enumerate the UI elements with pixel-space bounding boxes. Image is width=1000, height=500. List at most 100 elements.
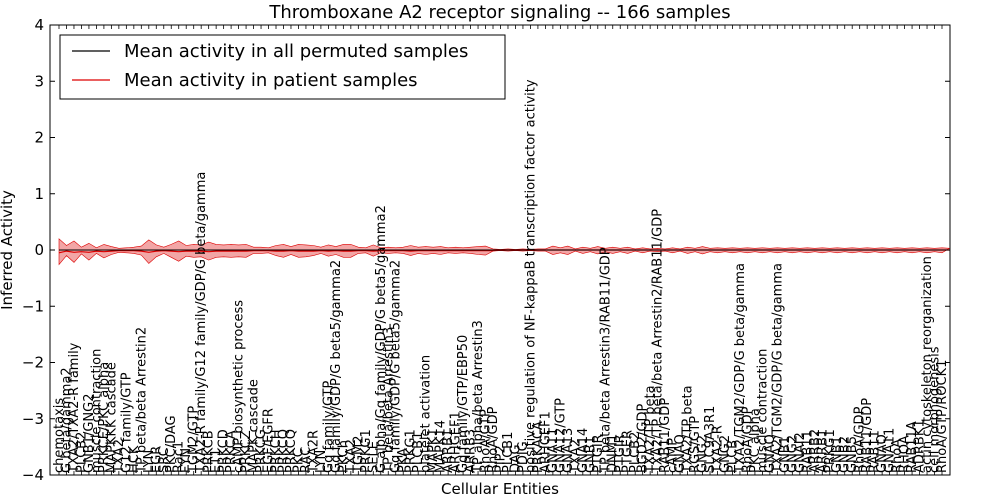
category-label: RhoA/GDP: [486, 406, 501, 473]
category-label: muscle contraction: [755, 349, 770, 473]
category-label: PTGIR: [591, 434, 606, 473]
y-tick-label: −2: [22, 354, 44, 372]
category-label: ARHGEF1: [449, 411, 464, 473]
category-label: GNAQ: [875, 434, 890, 473]
category-label: RhoA/GTP/ROCK1: [935, 360, 950, 473]
category-label: PRKG1: [823, 429, 838, 473]
category-label: DNM1: [606, 434, 621, 473]
category-label: GNA12/GTP: [553, 398, 568, 473]
category-label: PRKACA: [531, 421, 546, 473]
category-label: PLCB2: [628, 432, 643, 473]
category-label: G beta/gamma2: [60, 367, 75, 473]
y-tick-label: 2: [34, 129, 44, 147]
category-label: RhoA/GDP: [740, 406, 755, 473]
category-label: PKC: [292, 448, 307, 473]
category-label: ARRB2: [808, 429, 823, 473]
category-label: PKCh: [336, 440, 351, 473]
legend-box: [59, 34, 506, 100]
category-label: G12 family/GTP: [119, 372, 134, 473]
legend-label-patient: Mean activity in patient samples: [124, 70, 418, 91]
category-label: GNB1: [583, 436, 598, 473]
category-label: RhoA: [890, 439, 905, 473]
category-label: PRKCZ: [239, 430, 254, 473]
category-label: Gq family/GDP/G beta5/gamma2: [329, 260, 344, 473]
y-axis-ticks: 4 3 2 1 0 −1 −2 −3 −4: [22, 16, 950, 484]
category-label: PLCB: [726, 440, 741, 473]
category-label: RGS/GTP: [688, 416, 703, 473]
category-label: TP beta/beta Arrestin3/RAB11/GDP: [598, 247, 613, 474]
category-label: SRC: [157, 447, 172, 473]
category-label: PLCB1: [411, 432, 426, 473]
y-axis-label: Inferred Activity: [0, 190, 16, 310]
category-label: PIP2: [494, 445, 509, 473]
category-label: PRKCG: [254, 429, 269, 473]
category-label: GNB1/GNG2: [82, 393, 97, 473]
category-label: TXA2: [112, 439, 127, 474]
category-label: PRKG1: [404, 429, 419, 473]
category-label: GNB1: [830, 436, 845, 473]
category-label: PRKCE/PKC alpha: [97, 362, 112, 473]
category-label: PRKCB: [202, 430, 217, 473]
category-label: platelet activation: [419, 355, 434, 473]
category-label: cAMP biosynthetic process: [232, 300, 247, 473]
category-label: GNG2: [696, 435, 711, 473]
category-label: TXA2: [344, 439, 359, 474]
legend: Mean activity in all permuted samples Me…: [59, 34, 506, 100]
category-label: RAB11/GDP: [860, 398, 875, 473]
category-label: RAC: [299, 447, 314, 473]
category-label: PTGER: [621, 430, 636, 473]
category-label: EGF/EGFR: [262, 408, 277, 473]
category-label: GNAQ: [763, 434, 778, 473]
category-label: PLCB2: [74, 432, 89, 473]
category-label: MAPK1: [426, 428, 441, 473]
category-label: Gq family/GTP/EBP50: [456, 335, 471, 473]
x-axis-ticks: [58, 25, 943, 475]
y-tick-label: 4: [34, 16, 44, 34]
category-label: TXA2/TGM2/GDP/G beta/gamma: [733, 263, 748, 474]
category-label: PTGIR: [613, 434, 628, 473]
category-label: PDIG: [516, 441, 531, 473]
category-label: PRKCQ: [284, 429, 299, 473]
y-tick-label: 1: [34, 185, 44, 203]
category-label: RAB11/GDP: [658, 398, 673, 473]
category-label: TXA2-R: [711, 425, 726, 474]
category-label: DAG: [509, 444, 524, 473]
category-label: MAPK14: [434, 420, 449, 473]
category-label: TXA2/TP beta: [681, 385, 696, 474]
category-label: MAPKKK cascade: [104, 362, 119, 473]
category-label: TGM2/GTP: [187, 406, 202, 474]
x-axis-label: Cellular Entities: [441, 480, 559, 498]
y-tick-label: 0: [34, 241, 44, 259]
category-label: GNA13: [561, 428, 576, 473]
category-label: muscle contraction: [89, 349, 104, 473]
chart-title: Thromboxane A2 receptor signaling -- 166…: [268, 2, 730, 23]
category-label: cAMP: [666, 438, 681, 473]
category-label: Rac1: [172, 441, 187, 473]
category-label: PKA: [396, 448, 411, 473]
category-label: TXA2/TP beta/beta Arrestin2/RAB11/GDP: [651, 209, 666, 474]
legend-label-permuted: Mean activity in all permuted samples: [124, 41, 468, 62]
category-label: cell morphogenesis: [928, 346, 943, 473]
category-label: LYN: [142, 450, 157, 473]
category-label: GNAQ: [673, 434, 688, 473]
category-label: PRKCQ: [277, 429, 292, 473]
category-label: positive regulation of NF-kappaB transcr…: [523, 79, 538, 473]
category-label: PKC alpha: [748, 408, 763, 473]
category-label: ARRB3: [464, 429, 479, 473]
category-label: LYN: [314, 450, 329, 473]
category-label: TP alpha/beta Arrestin3: [471, 320, 486, 474]
category-label: ARHGEF1: [538, 411, 553, 473]
category-label: TXA2/TXA2-R family: [67, 342, 82, 474]
category-label: PLCB1: [501, 432, 516, 473]
category-label: GNAI2: [793, 432, 808, 473]
category-label: RhoA/GDP: [853, 406, 868, 473]
category-label: ARRB1: [815, 429, 830, 473]
category-label: RAB11: [800, 430, 815, 473]
category-label: GNB1: [778, 436, 793, 473]
category-label: HCK: [127, 445, 142, 473]
category-label: ADRBK1: [913, 419, 928, 473]
category-label: ET1: [209, 449, 224, 473]
